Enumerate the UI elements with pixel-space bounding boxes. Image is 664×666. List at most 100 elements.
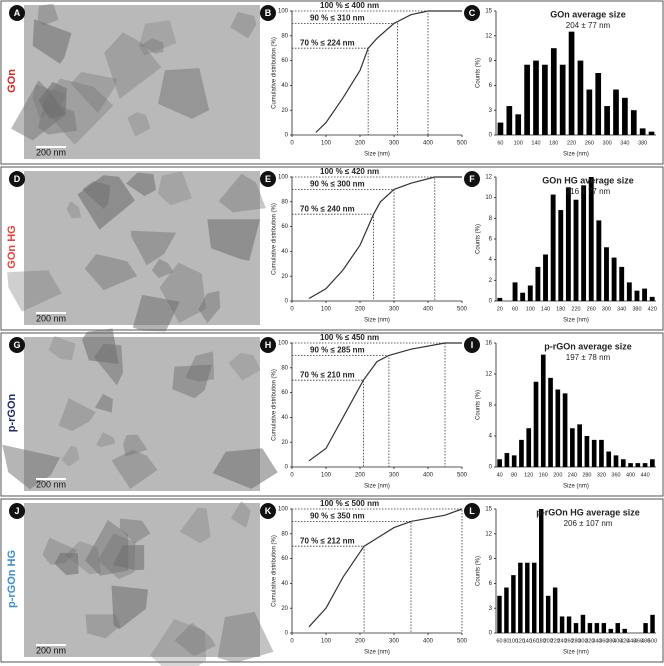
x-tick-label: 300 <box>578 638 587 644</box>
histogram-bar <box>584 436 590 467</box>
y-axis-label: Cumulative distribution (%) <box>272 535 278 607</box>
y-tick-label: 12 <box>485 372 492 378</box>
y-axis-label: Cumulative distribution (%) <box>272 203 278 275</box>
x-tick-label: 400 <box>423 307 434 313</box>
graphene-flake <box>112 545 145 571</box>
graphene-flake <box>174 622 216 657</box>
graphene-flake <box>126 172 156 197</box>
y-tick-label: 6 <box>489 83 493 89</box>
percentile-label: 100 % ≤ 450 nm <box>320 333 379 342</box>
percentile-label: 100 % ≤ 420 nm <box>320 167 379 176</box>
y-tick-label: 9 <box>489 556 493 562</box>
x-tick-label: 180 <box>537 638 546 644</box>
graphene-flake <box>228 353 261 381</box>
percentile-label: 70 % ≤ 224 nm <box>300 38 355 47</box>
x-axis-label: Size (nm) <box>364 152 390 158</box>
histogram-bar <box>650 614 655 633</box>
x-tick-label: 140 <box>523 638 532 644</box>
x-tick-label: 400 <box>626 472 635 478</box>
panel-badge <box>9 337 25 353</box>
y-tick-label: 20 <box>281 108 288 114</box>
x-tick-label: 420 <box>648 306 657 312</box>
histogram-bar <box>604 247 609 301</box>
graphene-flake <box>54 552 79 576</box>
y-tick-label: 12 <box>485 531 492 537</box>
graphene-flake <box>212 448 278 489</box>
y-tick-label: 12 <box>485 33 492 39</box>
percentile-guide <box>292 176 436 301</box>
histogram-bar <box>626 282 632 301</box>
histogram-bar <box>519 439 524 467</box>
panel-badge <box>464 171 480 187</box>
histogram-bar <box>594 623 600 633</box>
graphene-flake <box>37 3 59 26</box>
y-tick-label: 0 <box>285 631 289 637</box>
histogram-bar <box>512 282 518 301</box>
percentile-guide <box>292 188 395 301</box>
histogram-bar <box>649 296 655 301</box>
x-tick-label: 0 <box>290 141 294 147</box>
panel-letter: C <box>469 8 476 18</box>
panel-letter: H <box>265 340 272 350</box>
y-tick-label: 40 <box>281 83 288 89</box>
x-tick-label: 160 <box>539 472 548 478</box>
histogram-bar <box>573 199 579 301</box>
y-axis-label: Counts (%) <box>476 224 482 254</box>
histogram-bar <box>622 97 628 135</box>
row-frame <box>0 166 664 331</box>
histogram-bar <box>504 587 509 633</box>
histogram-bar <box>532 562 537 633</box>
x-tick-label: 260 <box>564 638 573 644</box>
histogram-bar <box>559 64 566 135</box>
y-tick-label: 20 <box>281 440 288 446</box>
graphene-flake <box>151 258 174 279</box>
histogram-bar <box>642 288 648 301</box>
histogram-bar <box>601 623 607 633</box>
x-axis-label: Size (nm) <box>563 152 589 158</box>
histogram-title: GOn HG average size <box>542 175 634 185</box>
graphene-flake <box>132 294 180 332</box>
graphene-flake <box>230 500 251 528</box>
x-tick-label: 100 <box>321 639 332 645</box>
x-tick-label: 220 <box>571 306 580 312</box>
histogram-subtitle: 204 ± 77 nm <box>566 21 611 30</box>
x-tick-label: 260 <box>585 140 594 146</box>
y-tick-label: 0 <box>285 133 289 139</box>
histogram-bar <box>596 220 602 301</box>
y-tick-label: 0 <box>285 299 289 305</box>
histogram-bar <box>506 106 513 135</box>
histogram-bar <box>613 455 619 467</box>
y-tick-label: 4 <box>489 434 493 440</box>
x-tick-label: 20 <box>497 306 503 312</box>
x-tick-label: 140 <box>541 306 550 312</box>
graphene-flake <box>7 270 62 312</box>
x-tick-label: 200 <box>355 473 366 479</box>
x-tick-label: 340 <box>592 638 601 644</box>
y-tick-label: 100 <box>278 175 289 181</box>
row-label: GOn HG <box>6 225 18 268</box>
panel-letter: G <box>13 340 20 350</box>
x-tick-label: 180 <box>549 140 558 146</box>
histogram-bar <box>515 114 522 135</box>
graphene-flake <box>172 364 213 399</box>
y-tick-label: 3 <box>489 108 493 114</box>
percentile-label: 70 % ≤ 240 nm <box>300 204 355 213</box>
y-tick-label: 40 <box>281 249 288 255</box>
histogram-bar <box>552 587 558 633</box>
y-tick-label: 60 <box>281 224 288 230</box>
y-tick-label: 20 <box>281 274 288 280</box>
graphene-flake <box>218 173 266 213</box>
histogram-bar <box>527 285 533 301</box>
x-tick-label: 0 <box>290 639 294 645</box>
x-tick-label: 60 <box>512 306 518 312</box>
y-tick-label: 0 <box>489 299 493 305</box>
x-tick-label: 220 <box>567 140 576 146</box>
graphene-flake <box>217 611 274 663</box>
y-tick-label: 4 <box>489 257 493 263</box>
graphene-flake <box>119 518 151 544</box>
x-tick-label: 180 <box>556 306 565 312</box>
x-tick-label: 420 <box>620 638 629 644</box>
percentile-guide <box>292 213 375 301</box>
tem-image <box>24 503 260 657</box>
histogram-bar <box>518 562 523 633</box>
